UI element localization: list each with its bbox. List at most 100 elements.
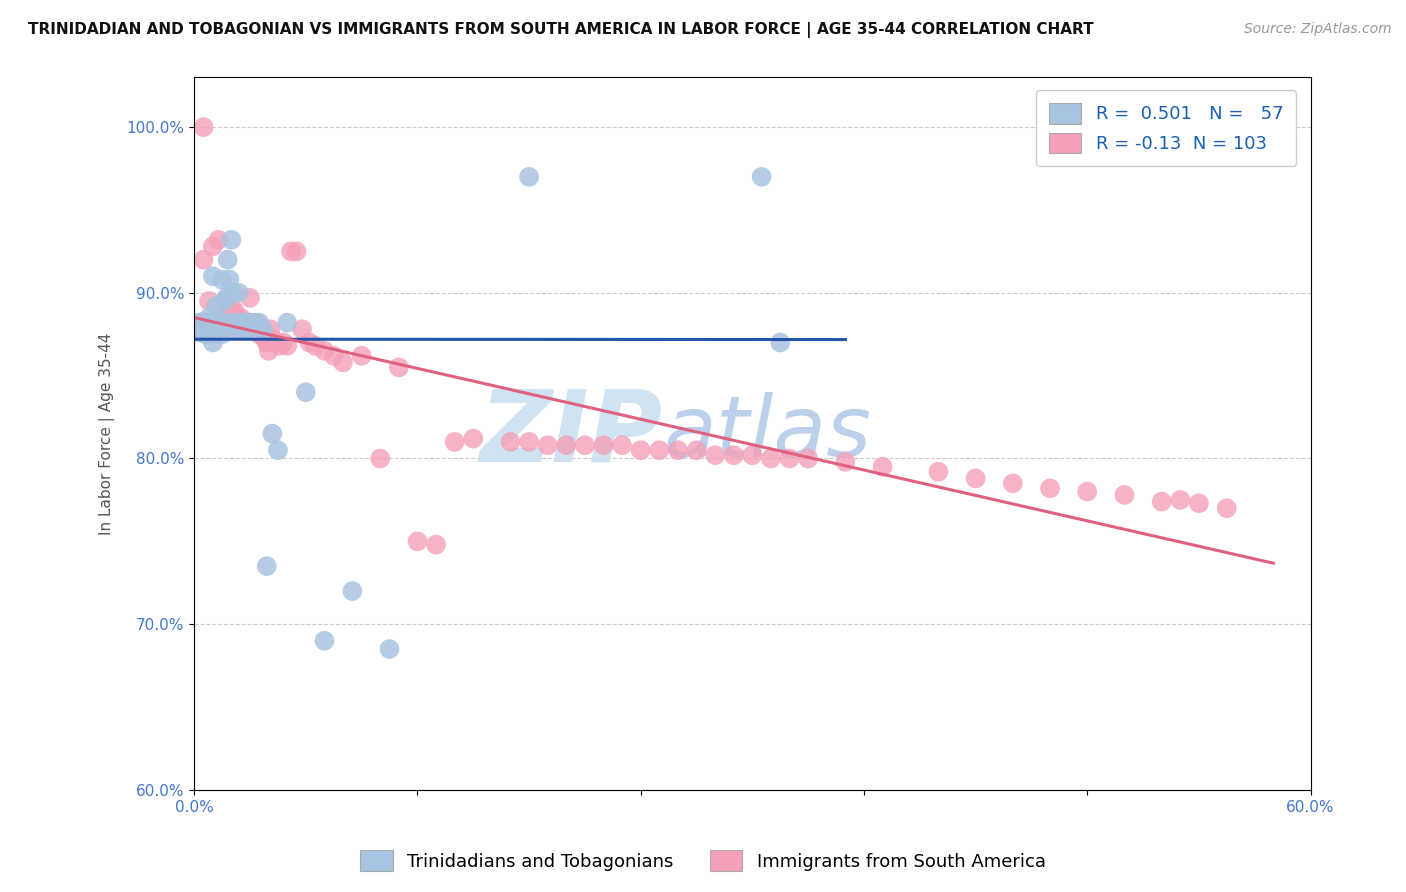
Point: [211, 327, 233, 342]
Point: [314, 343, 336, 358]
Point: [769, 335, 792, 350]
Point: [263, 335, 285, 350]
Point: [193, 252, 215, 267]
Point: [250, 322, 273, 336]
Point: [1039, 481, 1062, 495]
Text: ZIP: ZIP: [479, 385, 664, 483]
Point: [224, 316, 246, 330]
Point: [211, 310, 233, 325]
Point: [273, 335, 295, 350]
Point: [246, 318, 269, 333]
Point: [188, 326, 211, 340]
Point: [378, 642, 401, 657]
Point: [368, 451, 391, 466]
Point: [257, 343, 280, 358]
Point: [190, 322, 212, 336]
Point: [443, 434, 465, 449]
Point: [236, 318, 259, 333]
Point: [280, 244, 302, 259]
Point: [226, 322, 249, 336]
Point: [217, 289, 239, 303]
Point: [240, 316, 263, 330]
Point: [207, 322, 229, 336]
Point: [1216, 501, 1239, 516]
Point: [304, 339, 326, 353]
Point: [630, 443, 652, 458]
Point: [224, 306, 246, 320]
Point: [222, 302, 245, 317]
Point: [252, 322, 274, 336]
Point: [723, 448, 745, 462]
Point: [201, 335, 224, 350]
Point: [242, 318, 264, 333]
Point: [209, 316, 232, 330]
Point: [574, 438, 596, 452]
Point: [207, 316, 229, 330]
Point: [269, 339, 291, 353]
Point: [205, 318, 228, 333]
Point: [205, 299, 228, 313]
Point: [212, 318, 235, 333]
Point: [195, 326, 218, 340]
Point: [188, 316, 211, 330]
Point: [245, 316, 267, 330]
Point: [190, 322, 212, 336]
Point: [217, 322, 239, 336]
Point: [226, 316, 249, 330]
Point: [262, 332, 284, 346]
Point: [267, 335, 290, 350]
Point: [224, 310, 246, 325]
Text: TRINIDADIAN AND TOBAGONIAN VS IMMIGRANTS FROM SOUTH AMERICA IN LABOR FORCE | AGE: TRINIDADIAN AND TOBAGONIAN VS IMMIGRANTS…: [28, 22, 1094, 38]
Point: [256, 559, 278, 574]
Point: [201, 239, 224, 253]
Point: [276, 339, 298, 353]
Legend: Trinidadians and Tobagonians, Immigrants from South America: Trinidadians and Tobagonians, Immigrants…: [353, 843, 1053, 879]
Point: [704, 448, 727, 462]
Point: [276, 316, 298, 330]
Point: [222, 285, 245, 300]
Point: [298, 335, 321, 350]
Point: [200, 318, 222, 333]
Point: [252, 322, 274, 336]
Point: [1076, 484, 1098, 499]
Point: [193, 326, 215, 340]
Point: [218, 272, 240, 286]
Point: [209, 316, 232, 330]
Point: [194, 316, 217, 330]
Point: [239, 316, 262, 330]
Point: [232, 316, 254, 330]
Point: [195, 322, 218, 336]
Point: [425, 538, 447, 552]
Point: [242, 316, 264, 330]
Point: [236, 316, 259, 330]
Point: [247, 327, 270, 342]
Point: [233, 316, 256, 330]
Point: [194, 318, 217, 333]
Point: [245, 322, 267, 336]
Point: [759, 451, 782, 466]
Point: [193, 120, 215, 135]
Point: [342, 584, 364, 599]
Point: [221, 233, 243, 247]
Point: [592, 438, 614, 452]
Point: [195, 316, 218, 330]
Point: [245, 322, 267, 336]
Point: [256, 335, 278, 350]
Point: [1001, 476, 1024, 491]
Point: [204, 316, 226, 330]
Point: [204, 327, 226, 342]
Point: [285, 244, 308, 259]
Point: [198, 294, 221, 309]
Point: [212, 316, 235, 330]
Point: [215, 294, 238, 309]
Point: [610, 438, 633, 452]
Point: [350, 349, 373, 363]
Point: [187, 322, 209, 336]
Point: [797, 451, 820, 466]
Point: [211, 272, 233, 286]
Point: [229, 310, 252, 325]
Point: [240, 318, 263, 333]
Point: [388, 360, 411, 375]
Point: [218, 316, 240, 330]
Point: [779, 451, 801, 466]
